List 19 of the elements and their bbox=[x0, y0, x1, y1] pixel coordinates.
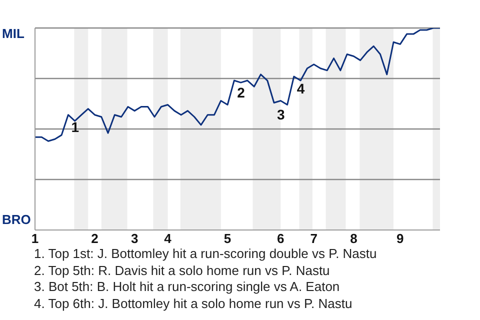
text: 4. Top 6th: J. Bottomley hit a solo home run vs P. Nastu bbox=[34, 296, 354, 312]
x-tick-label: 6 bbox=[277, 231, 284, 246]
text: 3. Bot 5th: B. Holt hit a run-scoring single vs A. Eaton bbox=[34, 279, 341, 296]
x-tick-label: 9 bbox=[396, 231, 404, 246]
x-tick-label: 1 bbox=[31, 231, 39, 246]
x-tick-label: 8 bbox=[350, 231, 358, 246]
text: BRO bbox=[2, 212, 31, 227]
x-tick-label: 3 bbox=[130, 231, 138, 246]
x-tick-label: 7 bbox=[310, 231, 318, 246]
annotation: 4 bbox=[296, 80, 305, 96]
annotation: 2 bbox=[237, 84, 246, 101]
annotation: 1 bbox=[71, 118, 80, 135]
text: 2. Top 5th: R. Davis hit a solo home run vs P. Nastu bbox=[34, 262, 331, 279]
annotation: 3 bbox=[277, 106, 286, 123]
x-tick-label: 2 bbox=[91, 231, 98, 246]
x-tick-label: 5 bbox=[224, 231, 232, 246]
text: MIL bbox=[2, 26, 24, 41]
x-tick-label: 4 bbox=[164, 231, 172, 246]
text: 1. Top 1st: J. Bottomley hit a run-scoring double vs P. Nastu bbox=[34, 246, 377, 262]
